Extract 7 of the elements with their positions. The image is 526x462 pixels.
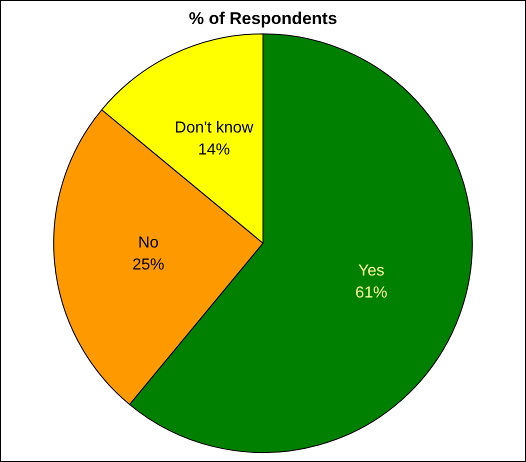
data-label: 61%	[355, 284, 388, 302]
data-label: 25%	[132, 256, 164, 274]
slice-label: Yes	[358, 262, 384, 280]
data-label: 14%	[198, 141, 230, 158]
slice-label: No	[138, 234, 159, 252]
chart-title: % of Respondents	[188, 8, 338, 28]
slice-label: Don't know	[174, 119, 254, 136]
